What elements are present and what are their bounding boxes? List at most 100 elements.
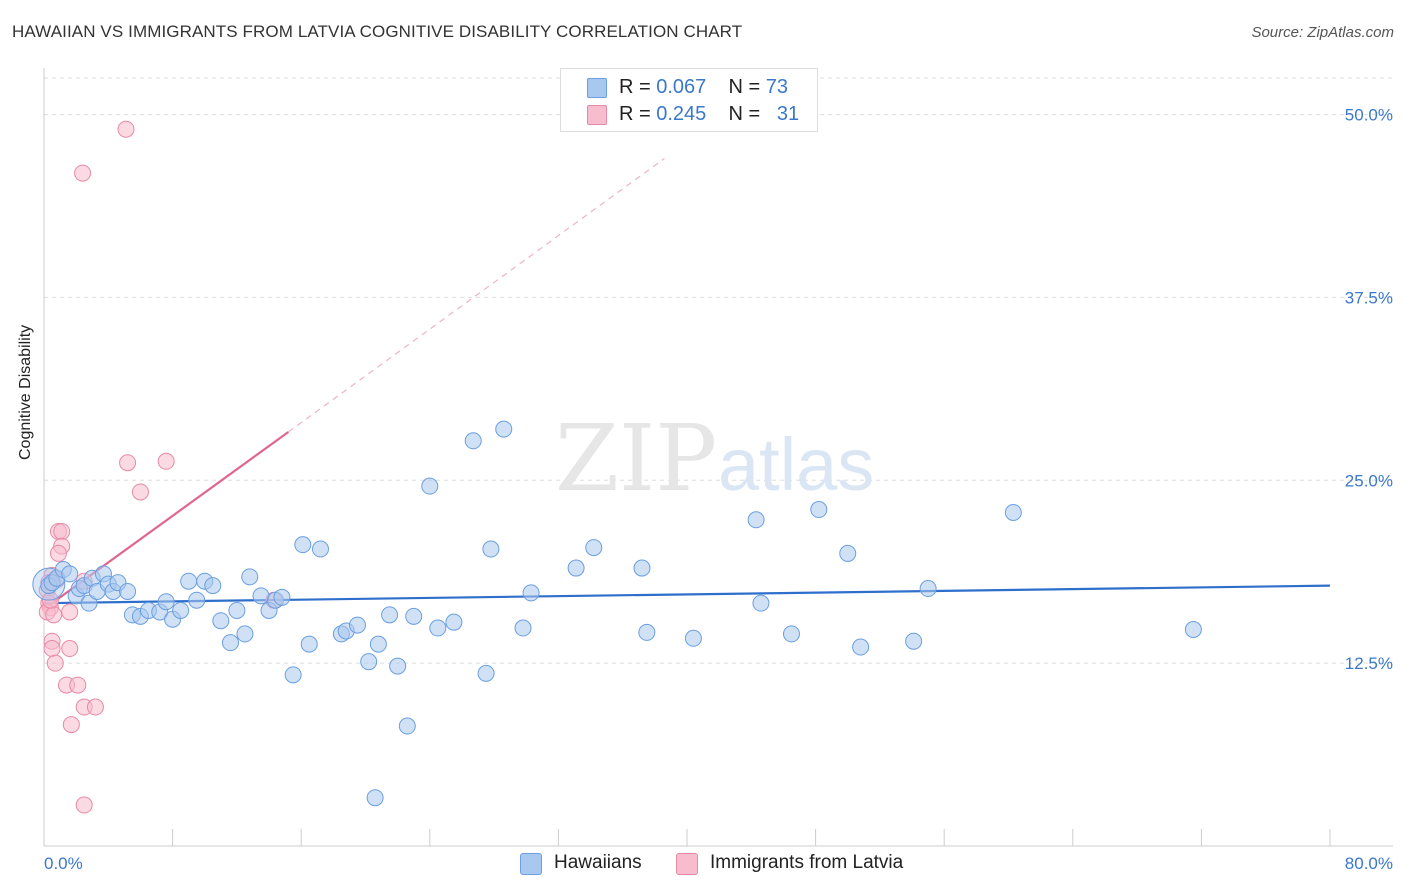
y-tick-label: 37.5% [1345, 288, 1393, 307]
y-tick-label: 50.0% [1345, 106, 1393, 125]
hawaiians-point [360, 653, 378, 671]
hawaiians-point [294, 536, 312, 554]
trend-line-hawaiians [43, 584, 1331, 605]
hawaiians-point [80, 594, 98, 612]
hawaiians-point [514, 619, 532, 637]
hawaiians-point [381, 606, 399, 624]
y-tick-label: 12.5% [1345, 654, 1393, 673]
latvia-point [131, 483, 149, 501]
hawaiians-point [1004, 503, 1022, 521]
latvia-point [74, 164, 92, 182]
latvia-point [86, 698, 104, 716]
hawaiians-point [180, 572, 198, 590]
hawaiians-point [348, 616, 366, 634]
latvia-point [117, 120, 135, 138]
x-tick-label: 0.0% [44, 854, 83, 873]
latvia-point [43, 640, 61, 658]
hawaiians-point [464, 432, 482, 450]
legend-label-latvia: Immigrants from Latvia [710, 852, 904, 873]
hawaiians-point [421, 477, 439, 495]
watermark-atlas: atlas [718, 423, 874, 506]
trend-line-latvia-extended [287, 157, 665, 433]
latvia-point [75, 796, 93, 814]
y-axis-label: Cognitive Disability [17, 324, 34, 460]
chart-title: HAWAIIAN VS IMMIGRANTS FROM LATVIA COGNI… [12, 22, 743, 41]
hawaiians-point [366, 789, 384, 807]
latvia-point [45, 606, 63, 624]
hawaiians-point [241, 568, 259, 586]
tick-labels: 12.5% 25.0% 37.5% 50.0% 0.0% 80.0% [44, 106, 1393, 873]
hawaiians-point [398, 717, 416, 735]
hawaiians-point [172, 601, 190, 619]
n-label: N = [728, 76, 766, 98]
series-hawaiians-points [32, 420, 1202, 807]
hawaiians-point [188, 591, 206, 609]
hawaiians-point [638, 623, 656, 641]
hawaiians-legend-swatch [520, 853, 542, 875]
hawaiians-point [747, 511, 765, 529]
y-tick-label: 25.0% [1345, 471, 1393, 490]
hawaiians-point [482, 540, 500, 558]
hawaiians-point [228, 601, 246, 619]
watermark: ZIP atlas [555, 405, 874, 512]
hawaiians-point [300, 635, 318, 653]
latvia-point [119, 454, 137, 472]
hawaiians-point [236, 625, 254, 643]
hawaiians-point [684, 629, 702, 647]
latvia-point [69, 676, 87, 694]
r-label: R = [619, 103, 657, 125]
n-value-hawaiians: 73 [765, 76, 789, 98]
trend-lines [43, 157, 1331, 610]
hawaiians-point [919, 580, 937, 598]
hawaiians-point [810, 501, 828, 519]
hawaiians-point [252, 587, 270, 605]
latvia-point [62, 716, 80, 734]
hawaiians-point [405, 607, 423, 625]
r-value-latvia: 0.245 [656, 103, 707, 125]
stats-legend: R = 0.067 N = 73 R = 0.245 N = 31 [560, 68, 818, 132]
hawaiians-point [445, 613, 463, 631]
n-value-latvia: 31 [776, 103, 800, 125]
n-label: N = [728, 103, 766, 125]
hawaiians-point [212, 612, 230, 630]
hawaiians-point [522, 584, 540, 602]
hawaiians-point [495, 420, 513, 438]
hawaiians-point [839, 544, 857, 562]
hawaiians-point [61, 565, 79, 583]
hawaiians-point [429, 619, 447, 637]
hawaiians-point [782, 625, 800, 643]
hawaiians-point [1184, 620, 1202, 638]
latvia-point [61, 640, 79, 658]
latvia-point [157, 452, 175, 470]
r-value-hawaiians: 0.067 [656, 76, 707, 98]
hawaiians-point [477, 664, 495, 682]
source-label: Source: ZipAtlas.com [1251, 24, 1394, 41]
watermark-zip: ZIP [555, 405, 717, 512]
legend-label-hawaiians: Hawaiians [554, 852, 642, 873]
r-label: R = [619, 76, 657, 98]
hawaiians-point [567, 559, 585, 577]
hawaiians-point [311, 540, 329, 558]
series-latvia-points [38, 120, 283, 814]
hawaiians-point [369, 635, 387, 653]
hawaiians-point [752, 594, 770, 612]
hawaiians-point [284, 666, 302, 684]
x-tick-label: 80.0% [1345, 854, 1393, 873]
hawaiians-point [633, 559, 651, 577]
hawaiians-point [585, 539, 603, 557]
hawaiians-swatch [587, 78, 607, 98]
latvia-swatch [587, 105, 607, 125]
latvia-point [53, 522, 71, 540]
hawaiians-point [157, 593, 175, 611]
latvia-legend-swatch [676, 853, 698, 875]
hawaiians-point [852, 638, 870, 656]
latvia-point [61, 603, 79, 621]
hawaiians-point [221, 634, 239, 652]
hawaiians-point [905, 632, 923, 650]
hawaiians-point [119, 582, 137, 600]
hawaiians-point [273, 588, 291, 606]
axes [43, 68, 1393, 847]
latvia-point [46, 654, 64, 672]
hawaiians-point [389, 657, 407, 675]
